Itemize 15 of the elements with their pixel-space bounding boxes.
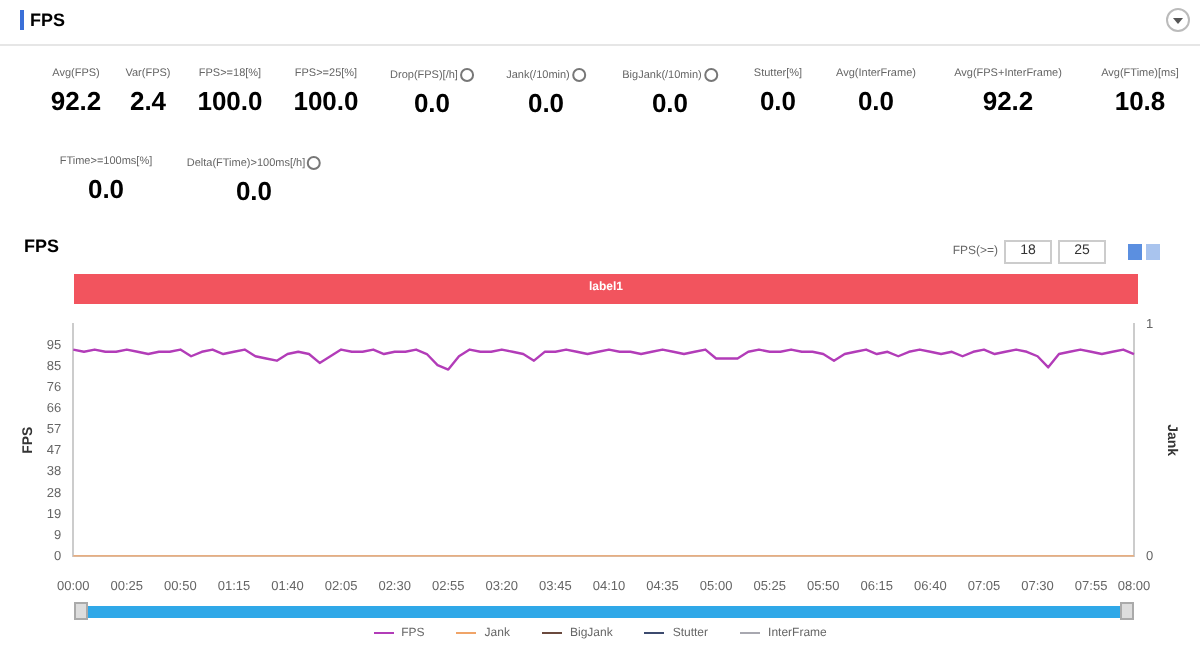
data-label: 0.0: [855, 86, 897, 116]
data-label: 92.2: [980, 86, 1036, 116]
data-label: 2.4: [127, 86, 169, 116]
data-label: 10.8: [1112, 86, 1168, 116]
data-label: 92.2: [50, 86, 102, 116]
data-label: 0.0: [757, 86, 799, 116]
data-label: 0.0: [233, 176, 275, 206]
data-label: 0.0: [649, 88, 691, 118]
data-label: 0.0: [411, 88, 453, 118]
data-label: 0.0: [85, 174, 127, 204]
data-label: 100.0: [293, 86, 359, 116]
data-label: 0.0: [525, 88, 567, 118]
data-label: 100.0: [197, 86, 263, 116]
text: FPS: [20, 10, 66, 30]
y-axis-title: FPS: [24, 236, 60, 256]
